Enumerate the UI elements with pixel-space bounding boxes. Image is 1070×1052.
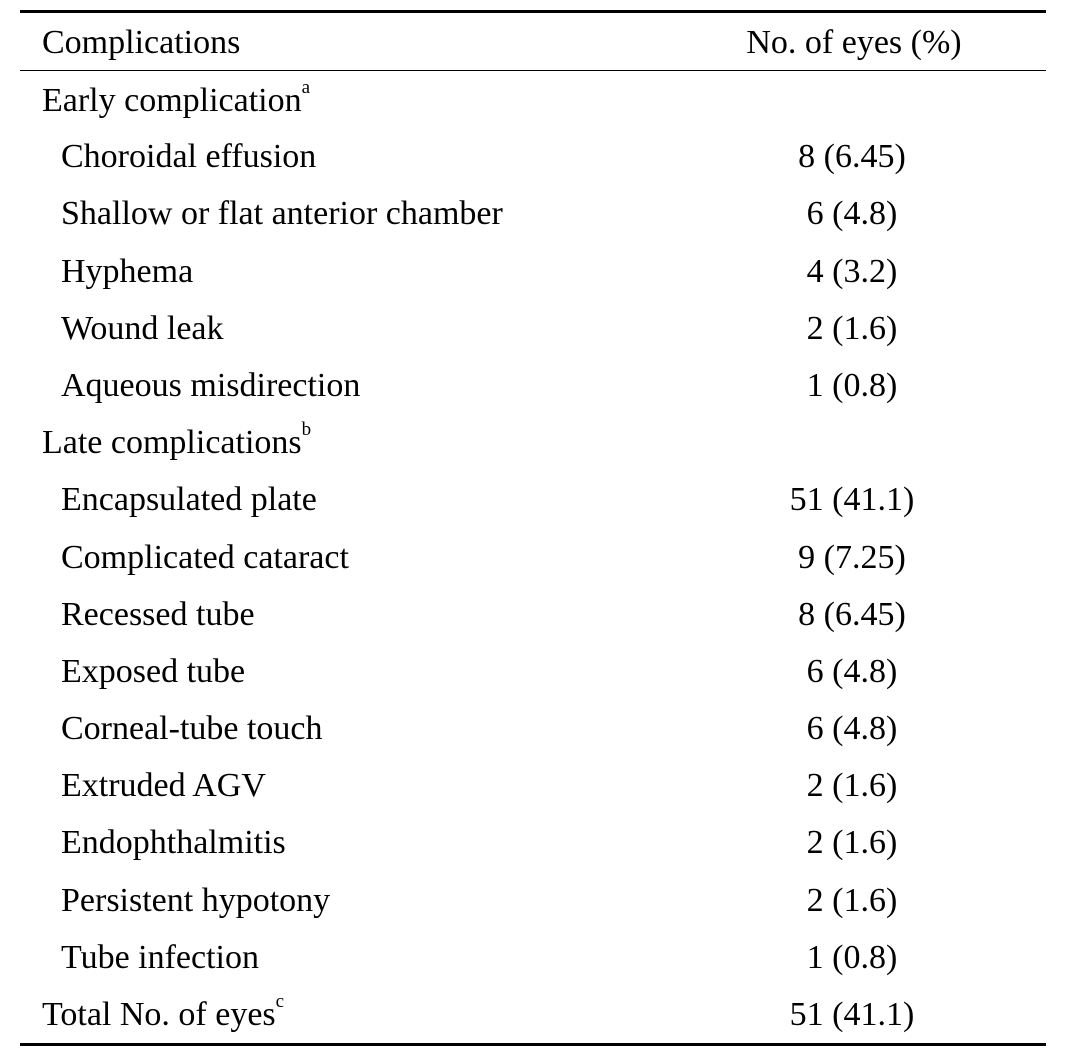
complications-table: Complications No. of eyes (%) Early comp… [20,10,1046,1047]
table-row: Recessed tube 8 (6.45) [20,586,1046,643]
header-no-of-eyes: No. of eyes (%) [746,24,962,61]
table-header-rule [20,70,1046,71]
total-value: 51 (41.1) [789,996,915,1033]
row-value: 6 (4.8) [806,195,898,233]
header-complications: Complications [42,24,241,61]
total-label: Total No. of eyesc [42,990,285,1033]
row-value: 2 (1.6) [806,309,898,347]
row-value: 51 (41.1) [789,481,915,519]
row-label: Extruded AGV [61,767,266,805]
row-value: 6 (4.8) [806,652,898,690]
table-row: Extruded AGV 2 (1.6) [20,757,1046,814]
footnote-mark-c: c [275,990,285,1012]
row-value: 9 (7.25) [798,538,906,576]
table-row: Complicated cataract 9 (7.25) [20,529,1046,586]
table-row: Corneal-tube touch 6 (4.8) [20,700,1046,757]
row-label: Recessed tube [61,595,255,633]
row-label: Exposed tube [61,652,246,690]
section-label-early: Early complicationa [42,76,311,119]
table-bottom-rule [20,1043,1046,1047]
row-value: 2 (1.6) [806,824,898,862]
table-row: Choroidal effusion 8 (6.45) [20,128,1046,185]
table-row: Aqueous misdirection 1 (0.8) [20,357,1046,414]
row-label: Wound leak [61,309,224,347]
table-header-row: Complications No. of eyes (%) [20,13,1046,70]
table-row: Hyphema 4 (3.2) [20,243,1046,300]
table-row: Shallow or flat anterior chamber 6 (4.8) [20,185,1046,242]
table-row: Persistent hypotony 2 (1.6) [20,872,1046,929]
row-value: 8 (6.45) [798,595,906,633]
row-label: Persistent hypotony [61,881,331,919]
table-row: Exposed tube 6 (4.8) [20,643,1046,700]
total-row: Total No. of eyesc 51 (41.1) [20,986,1046,1043]
footnote-mark-b: b [301,418,312,440]
row-value: 2 (1.6) [806,767,898,805]
row-value: 6 (4.8) [806,710,898,748]
row-label: Shallow or flat anterior chamber [61,195,503,233]
row-label: Choroidal effusion [61,138,317,176]
row-label: Endophthalmitis [61,824,286,862]
row-label: Aqueous misdirection [61,366,361,404]
row-value: 1 (0.8) [806,366,898,404]
row-label: Tube infection [61,938,260,976]
row-label: Hyphema [61,252,194,290]
section-title-late: Late complicationsb [20,414,1046,471]
table-row: Endophthalmitis 2 (1.6) [20,814,1046,871]
table-top-rule [20,10,1046,13]
section-label-late: Late complicationsb [42,418,312,462]
table-row: Encapsulated plate 51 (41.1) [20,471,1046,528]
row-label: Encapsulated plate [61,481,317,519]
table-row: Wound leak 2 (1.6) [20,300,1046,357]
row-label: Corneal-tube touch [61,710,323,748]
table-row: Tube infection 1 (0.8) [20,929,1046,986]
row-value: 8 (6.45) [798,138,906,176]
footnote-mark-a: a [301,76,311,98]
row-value: 2 (1.6) [806,881,898,919]
row-value: 4 (3.2) [806,252,898,290]
row-value: 1 (0.8) [806,938,898,976]
section-title-early: Early complicationa [20,71,1046,128]
row-label: Complicated cataract [61,538,349,576]
